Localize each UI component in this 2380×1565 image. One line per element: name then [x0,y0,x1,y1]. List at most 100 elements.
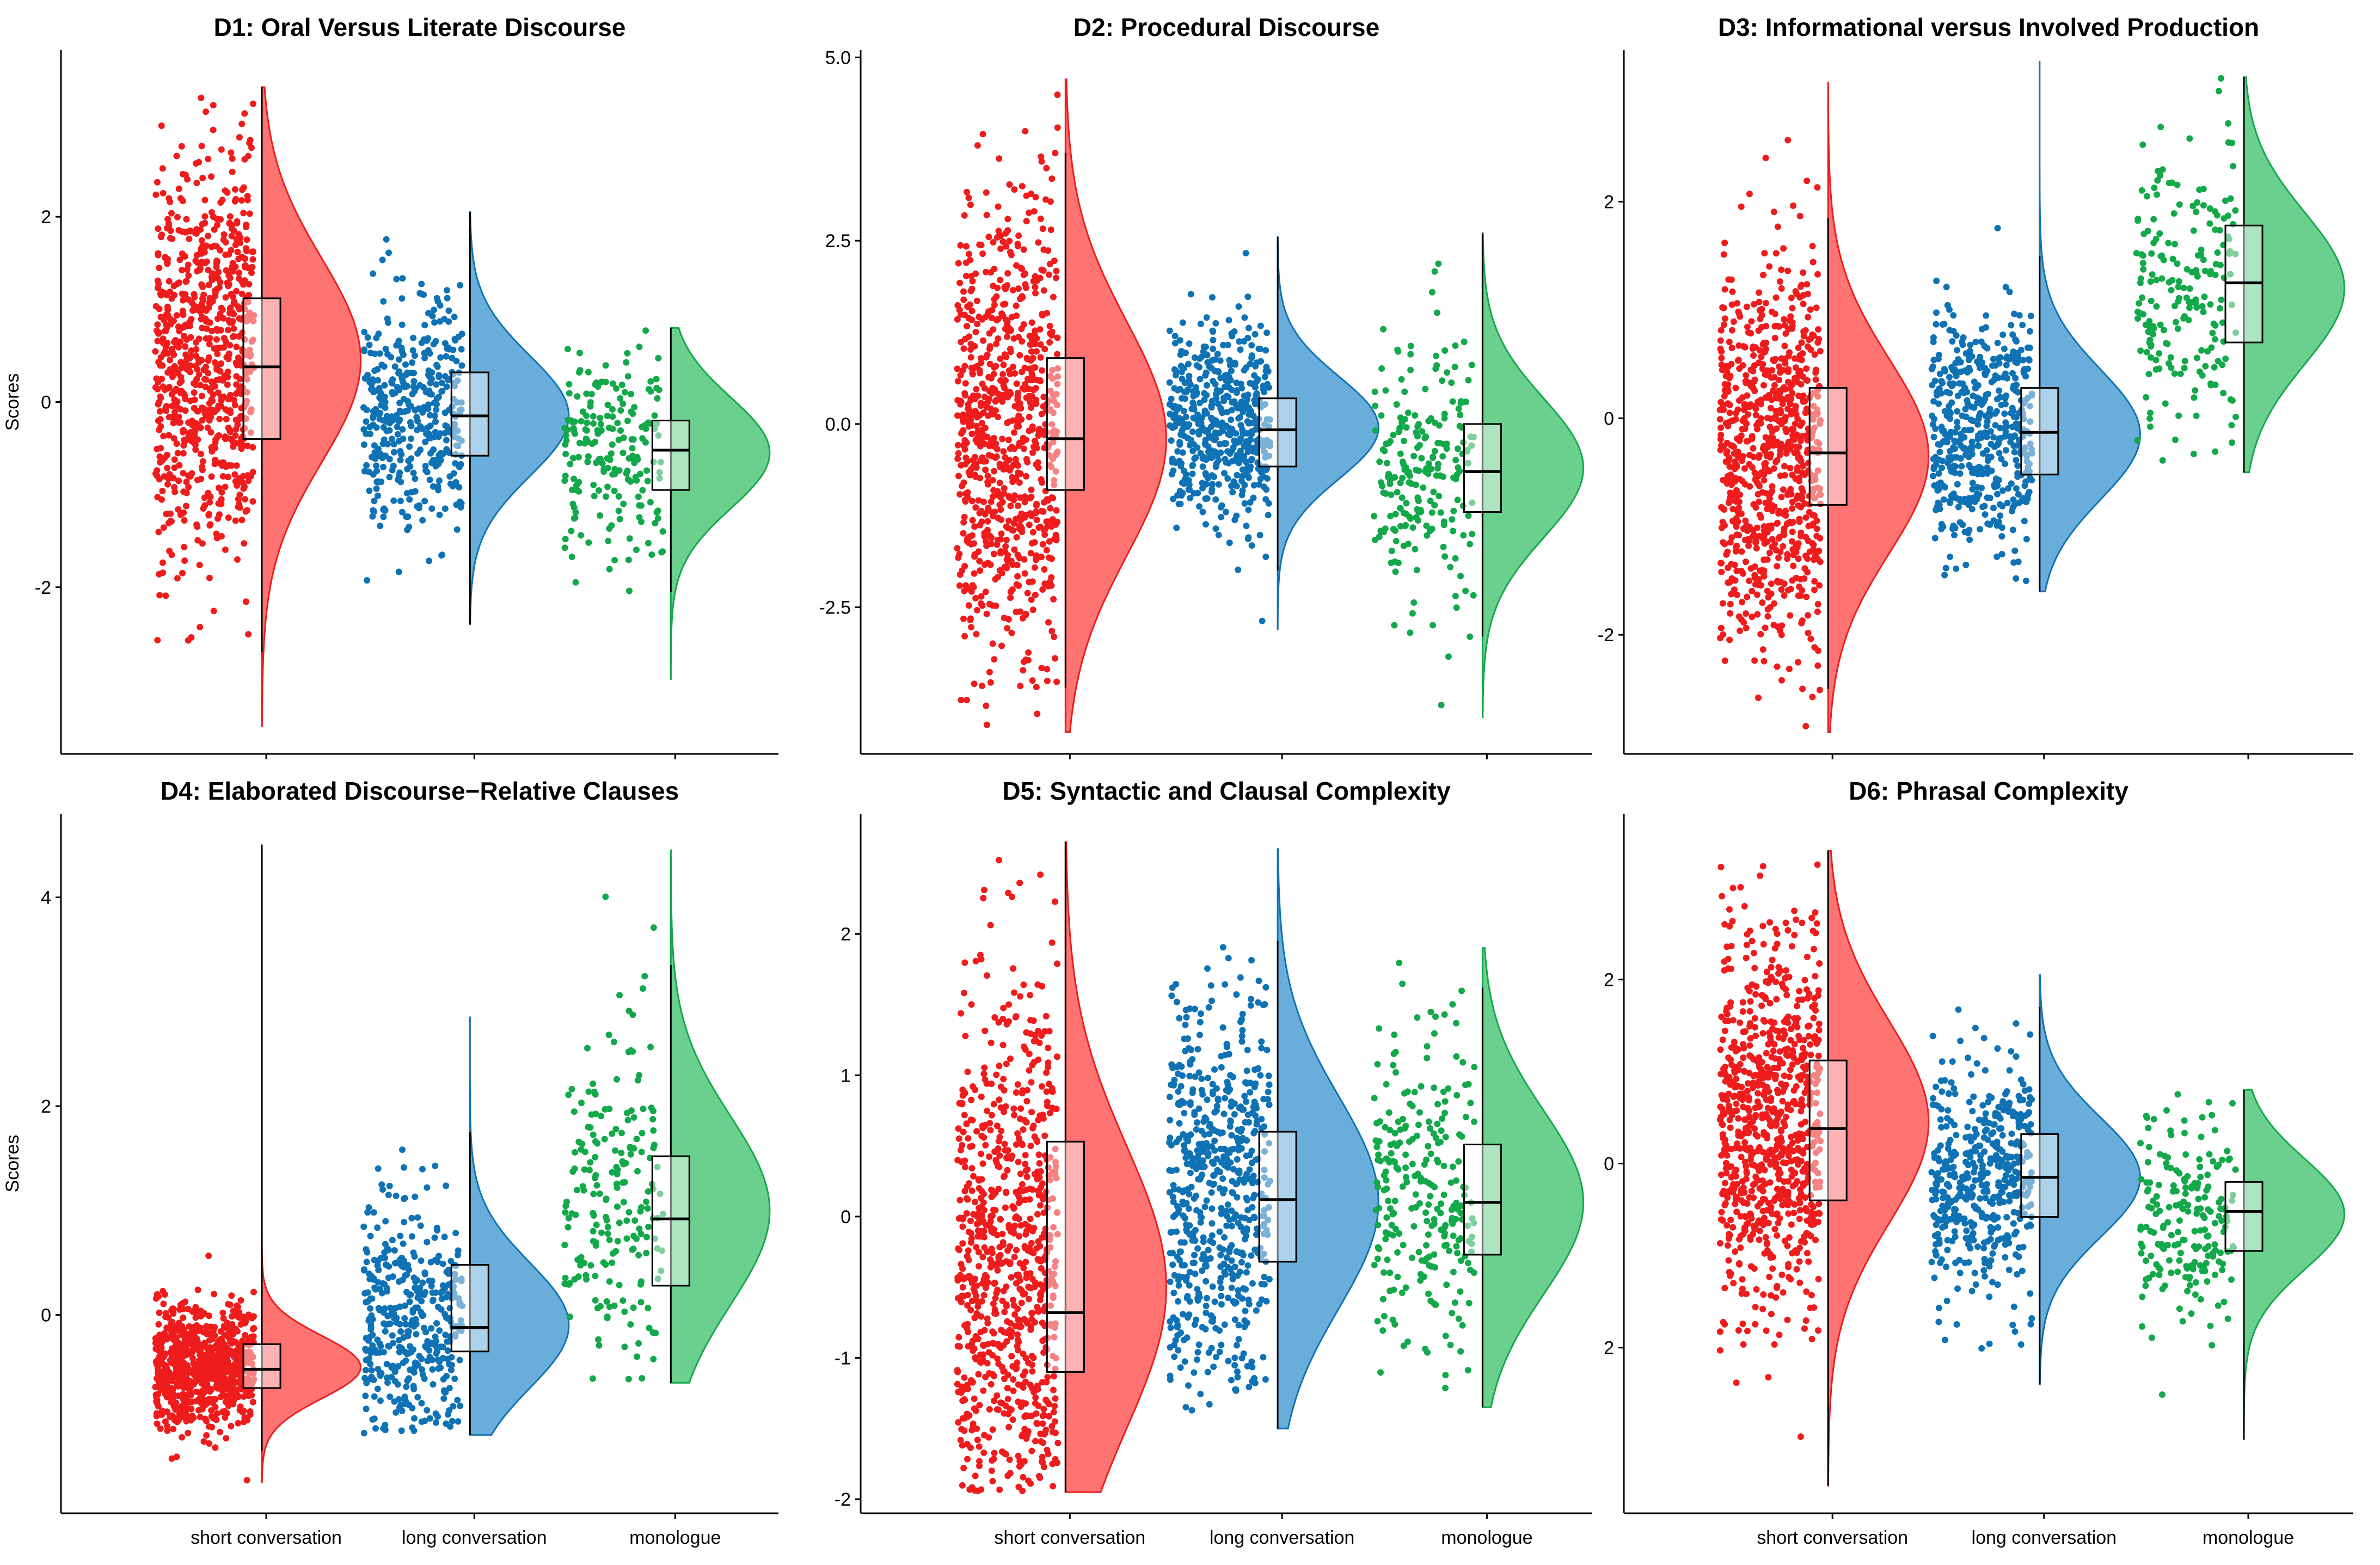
data-point [567,461,574,468]
data-point [968,412,975,419]
data-point [159,457,166,464]
data-point [1974,484,1981,491]
data-point [228,291,235,298]
data-point [1743,610,1750,617]
data-point [1218,502,1225,509]
data-point [1225,431,1232,438]
data-point [1228,386,1235,394]
data-point [981,394,988,401]
data-point [2227,195,2234,202]
data-point [972,395,979,402]
data-point [1961,434,1968,441]
data-point [2211,208,2218,215]
data-point [979,683,986,689]
data-point [1033,502,1040,509]
data-point [249,498,256,505]
data-point [2140,230,2148,237]
data-point [997,377,1004,384]
data-point [1216,429,1223,437]
data-point [1171,340,1179,347]
data-point [232,359,240,366]
data-point [2021,518,2028,525]
data-point [2145,371,2152,378]
data-point [1033,377,1040,384]
data-point [170,435,177,442]
data-point [1809,259,1817,266]
data-point [157,314,164,321]
data-point [2025,356,2032,363]
data-point [1798,619,1805,627]
data-point [1016,479,1023,486]
data-point [1020,272,1027,278]
data-point [404,526,411,533]
data-point [961,587,968,594]
points-group [152,94,257,644]
data-point [1382,387,1389,394]
data-point [2172,437,2179,443]
data-point [980,432,987,439]
data-point [971,680,978,688]
data-point [166,548,173,555]
data-point [1219,409,1226,416]
data-point [1433,362,1440,369]
data-point [972,594,979,602]
data-point [155,378,162,385]
data-point [1792,420,1799,427]
data-point [1186,441,1193,449]
data-point [2156,350,2163,357]
data-point [1772,294,1780,301]
data-point [155,250,162,257]
data-point [637,470,644,477]
data-point [1804,281,1811,288]
data-point [380,513,387,520]
data-point [978,593,985,600]
data-point [1800,328,1807,335]
data-point [1203,410,1210,417]
data-point [961,514,968,520]
data-point [1984,520,1991,527]
data-point [1410,452,1418,459]
data-point [1007,346,1014,352]
data-point [1770,208,1777,216]
data-point [1229,447,1236,454]
data-point [1026,521,1033,529]
data-point [445,307,452,314]
data-point [163,291,170,298]
data-point [1782,507,1789,514]
data-point [1991,376,1998,383]
data-point [399,426,406,433]
data-point [1406,513,1413,520]
data-point [205,232,212,240]
data-point [1790,426,1797,433]
data-point [955,554,962,561]
data-point [205,370,212,377]
data-point [2175,298,2182,305]
data-point [1795,355,1802,363]
data-point [1189,428,1196,435]
data-point [605,537,612,544]
data-point [1797,367,1804,375]
data-point [164,481,171,488]
data-point [653,420,660,427]
data-point [966,406,973,413]
data-point [458,362,465,369]
data-point [1371,388,1378,395]
data-point [360,404,367,411]
data-point [1969,443,1976,450]
data-point [455,435,462,442]
data-point [1261,449,1268,456]
data-point [1253,378,1260,385]
data-point [592,381,599,388]
data-point [157,290,164,297]
data-point [411,352,418,359]
data-point [422,463,429,470]
data-point [390,497,397,504]
data-point [976,314,983,321]
data-point [1236,338,1243,345]
data-point [955,472,962,480]
data-point [1011,370,1019,377]
data-point [207,413,214,420]
data-point [1237,453,1244,460]
